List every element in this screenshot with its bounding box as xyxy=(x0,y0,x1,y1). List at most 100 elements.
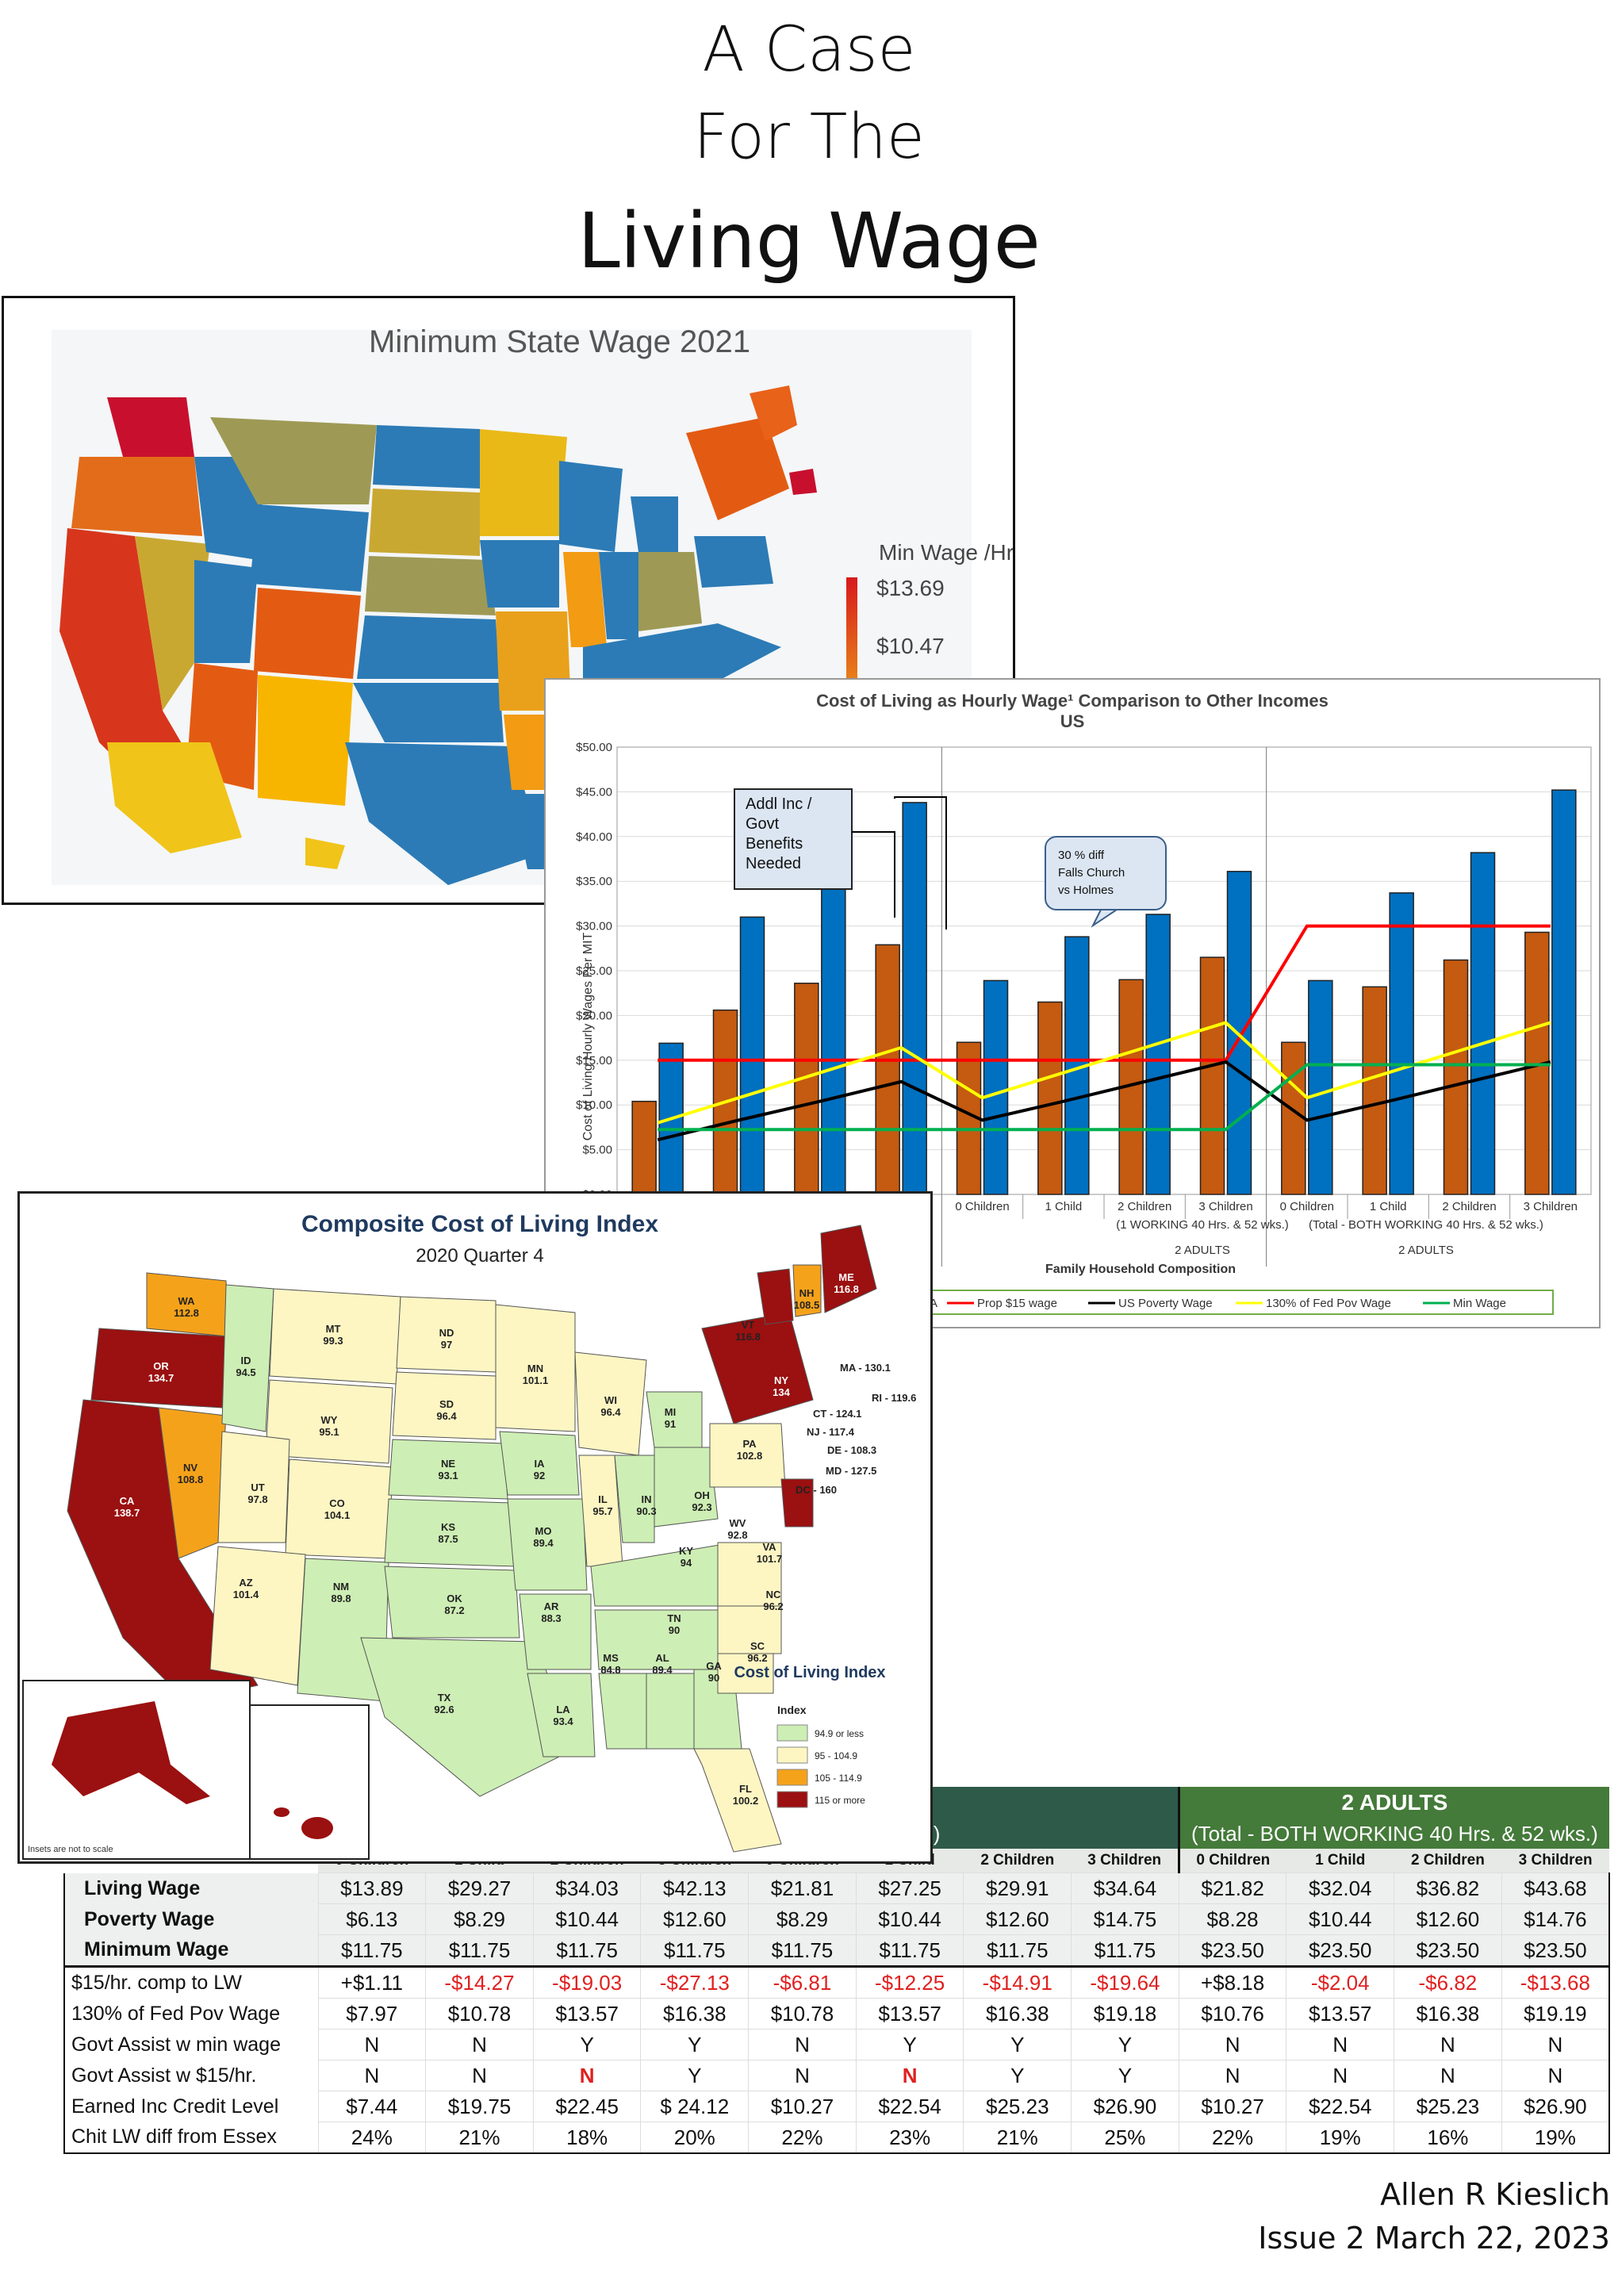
chart-title-line-1: Cost of Living as Hourly Wage¹ Compariso… xyxy=(816,691,1329,711)
table-cell: 22% xyxy=(1178,2122,1287,2154)
table-row-label: Chit LW diff from Essex xyxy=(63,2122,318,2154)
state-value-ok: 87.2 xyxy=(444,1604,464,1616)
table-row-label: Poverty Wage xyxy=(63,1903,318,1935)
min-wage-legend-title: Min Wage /Hr. xyxy=(879,540,1013,565)
state-label-mn: MN xyxy=(527,1363,543,1374)
table-cell: N xyxy=(1501,2060,1610,2091)
chart-y-axis-label: Cost of Living Hourly Wages Per MIT xyxy=(581,932,595,1140)
table-cell: 16% xyxy=(1394,2122,1502,2154)
table-cell: $11.75 xyxy=(1071,1934,1179,1967)
svg-text:vs Holmes: vs Holmes xyxy=(1058,884,1114,897)
chart-bar xyxy=(1443,959,1469,1195)
state-label-wv: WV xyxy=(730,1517,746,1529)
table-cell: -$12.25 xyxy=(855,1965,964,1999)
chart-y-tick-label: $10.00 xyxy=(576,1098,612,1112)
table-cell: -$13.68 xyxy=(1501,1965,1610,1999)
state-label-sd: SD xyxy=(439,1398,454,1410)
table-cell: -$6.81 xyxy=(748,1965,857,1999)
table-cell: 25% xyxy=(1071,2122,1179,2154)
state-value-sd: 96.4 xyxy=(436,1410,457,1422)
table-cell: $11.75 xyxy=(317,1934,427,1967)
table-cell: $10.27 xyxy=(748,2091,857,2122)
state-value-il: 95.7 xyxy=(592,1505,612,1517)
state-label-vt: VT xyxy=(742,1319,755,1331)
table-cell: $ 24.12 xyxy=(640,2091,750,2122)
table-cell: +$8.18 xyxy=(1178,1965,1287,1999)
state-label-nc: NC xyxy=(766,1589,781,1600)
table-cell: Y xyxy=(963,2029,1072,2060)
svg-text:Falls Church: Falls Church xyxy=(1058,866,1125,880)
col-legend-swatch xyxy=(776,1746,808,1764)
chart-x-tick-label: 0 Children xyxy=(1280,1200,1334,1213)
state-value-nv: 108.8 xyxy=(178,1474,204,1485)
state-label-nh: NH xyxy=(799,1287,815,1299)
table-row-label: Govt Assist w $15/hr. xyxy=(63,2060,318,2091)
table-cell: -$2.04 xyxy=(1286,1965,1395,1999)
state-value-id: 94.5 xyxy=(236,1366,255,1378)
chart-bar xyxy=(983,979,1009,1195)
state-value-pa: 102.8 xyxy=(737,1450,763,1462)
table-cell: $10.78 xyxy=(748,1998,857,2030)
table-cell: $36.82 xyxy=(1394,1872,1502,1904)
chart-y-tick-label: $5.00 xyxy=(582,1144,612,1157)
chart-adults-label-2: 2 ADULTS xyxy=(1398,1244,1454,1257)
state-label-ut: UT xyxy=(251,1481,264,1493)
chart-bar xyxy=(1145,914,1171,1195)
state-label-id: ID xyxy=(241,1355,251,1366)
state-label-co: CO xyxy=(329,1497,345,1509)
table-row-label: Minimum Wage xyxy=(63,1934,318,1967)
table-cell: $34.03 xyxy=(532,1872,642,1904)
table-cell: $6.13 xyxy=(317,1903,427,1935)
table-cell: $16.38 xyxy=(640,1998,750,2030)
chart-y-tick-label: $40.00 xyxy=(576,830,612,844)
table-cell: $25.23 xyxy=(1394,2091,1502,2122)
table-row: Govt Assist w $15/hr. N N N Y N N Y Y N N N N xyxy=(63,2060,1610,2091)
chart-y-tick-label: $25.00 xyxy=(576,964,612,978)
chart-x-axis-label: Family Household Composition xyxy=(1045,1263,1236,1276)
table-row-label: Govt Assist w min wage xyxy=(63,2029,318,2060)
chart-callout-addl-income: Addl Inc / Govt Benefits Needed xyxy=(734,788,947,930)
state-callout: CT - 124.1 xyxy=(813,1408,861,1420)
table-cell: 21% xyxy=(425,2122,534,2154)
table-cell: $42.13 xyxy=(640,1872,750,1904)
state-value-la: 93.4 xyxy=(553,1715,573,1727)
svg-text:Prop $15 wage: Prop $15 wage xyxy=(977,1297,1057,1310)
table-cell: N xyxy=(748,2060,857,2091)
state-value-nd: 97 xyxy=(441,1339,452,1351)
chart-bar xyxy=(821,874,846,1195)
state-value-ca: 138.7 xyxy=(114,1507,140,1519)
col-legend-swatch xyxy=(776,1791,808,1808)
min-wage-map-panel: Minimum State Wage 2021 xyxy=(2,296,1015,905)
col-map-title: Composite Cost of Living Index xyxy=(301,1211,658,1237)
col-legend-label: 94.9 or less xyxy=(815,1728,864,1739)
chart-y-tick-label: $15.00 xyxy=(576,1054,612,1068)
table-row: Minimum Wage $11.75 $11.75 $11.75 $11.75 $11.… xyxy=(63,1934,1610,1967)
table-column-header: 2 Children xyxy=(1394,1849,1502,1873)
min-wage-map: Minimum State Wage 2021 xyxy=(52,324,1013,895)
svg-text:Addl Inc /: Addl Inc / xyxy=(746,795,812,813)
table-cell: $16.38 xyxy=(1394,1998,1502,2030)
table-cell: $14.75 xyxy=(1071,1903,1179,1935)
chart-y-tick-label: $30.00 xyxy=(576,920,612,933)
table-cell: $10.44 xyxy=(855,1903,964,1935)
state-label-or: OR xyxy=(153,1360,169,1372)
table-cell: $12.60 xyxy=(1394,1903,1502,1935)
state-callout: DC - 160 xyxy=(796,1484,837,1496)
table-column-header: 3 Children xyxy=(1071,1849,1179,1873)
chart-bar xyxy=(1389,892,1414,1195)
chart-x-tick-label: 3 Children xyxy=(1198,1200,1252,1213)
min-wage-map-title: Minimum State Wage 2021 xyxy=(369,324,750,359)
table-cell: $11.75 xyxy=(640,1934,750,1967)
table-cell: -$6.82 xyxy=(1394,1965,1502,1999)
svg-text:130% of Fed Pov Wage: 130% of Fed Pov Wage xyxy=(1266,1297,1391,1310)
table-cell: N xyxy=(1178,2060,1287,2091)
title-line-1: A Case xyxy=(702,14,916,86)
inset-note: Insets are not to scale xyxy=(28,1845,113,1854)
state-value-al: 89.4 xyxy=(652,1664,673,1676)
table-cell: $26.90 xyxy=(1501,2091,1610,2122)
table-cell: N xyxy=(1394,2029,1502,2060)
chart-x-tick-label: 3 Children xyxy=(1524,1200,1578,1213)
cost-of-living-index-map-panel: Composite Cost of Living Index 2020 Quar… xyxy=(17,1191,933,1864)
table-cell: 24% xyxy=(317,2122,427,2154)
